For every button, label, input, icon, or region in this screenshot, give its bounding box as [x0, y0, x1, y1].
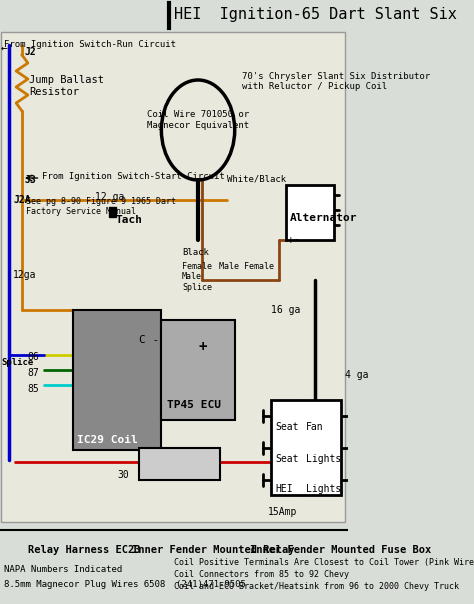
Text: Alternator: Alternator [290, 213, 357, 223]
Text: J2A: J2A [13, 195, 31, 205]
Text: White/Black: White/Black [228, 175, 286, 184]
Text: J2: J2 [24, 47, 36, 57]
Text: Inner Fender Mounted Relay: Inner Fender Mounted Relay [132, 545, 295, 555]
Text: Jump Ballast
Resistor: Jump Ballast Resistor [29, 75, 104, 97]
Text: 86: 86 [28, 352, 40, 362]
Text: 15Amp: 15Amp [268, 507, 297, 517]
Text: +−: +− [288, 235, 299, 245]
FancyBboxPatch shape [73, 310, 161, 450]
Text: Lights: Lights [306, 454, 341, 464]
FancyBboxPatch shape [139, 448, 220, 480]
Text: Tach: Tach [116, 215, 143, 225]
Text: J3: J3 [24, 175, 36, 185]
Text: Lights: Lights [306, 484, 341, 494]
Text: Inner Fender Mounted Fuse Box: Inner Fender Mounted Fuse Box [250, 545, 431, 555]
Text: C -: C - [139, 335, 160, 345]
Text: See pg 8-90 Figure 9 1965 Dart
Factory Service Manual: See pg 8-90 Figure 9 1965 Dart Factory S… [26, 197, 176, 216]
Text: 12ga: 12ga [13, 270, 36, 280]
Text: Coil Positive Terminals Are Closest to Coil Tower (Pink Wires): Coil Positive Terminals Are Closest to C… [174, 558, 474, 567]
FancyBboxPatch shape [272, 400, 341, 495]
Text: Fan: Fan [306, 422, 323, 432]
Text: Coil and ECU Bracket/Heatsink from 96 to 2000 Chevy Truck: Coil and ECU Bracket/Heatsink from 96 to… [174, 582, 459, 591]
Text: 4 ga: 4 ga [345, 370, 368, 380]
Text: 12 ga: 12 ga [95, 192, 125, 202]
Text: 87: 87 [28, 368, 40, 378]
Text: HEI  Ignition-65 Dart Slant Six: HEI Ignition-65 Dart Slant Six [174, 7, 457, 22]
FancyBboxPatch shape [161, 320, 235, 420]
Text: Black: Black [182, 248, 209, 257]
Text: Coil Wire 701050 or
Magnecor Equivalent: Coil Wire 701050 or Magnecor Equivalent [147, 111, 249, 130]
FancyBboxPatch shape [109, 207, 116, 217]
FancyBboxPatch shape [1, 32, 345, 522]
Text: IC29 Coil: IC29 Coil [77, 435, 138, 445]
Text: Splice: Splice [1, 358, 34, 367]
Text: From Ignition Switch-Start Circuit: From Ignition Switch-Start Circuit [42, 172, 225, 181]
Text: HEI: HEI [275, 484, 292, 494]
Text: +: + [198, 340, 206, 354]
Text: Female
Male
Splice: Female Male Splice [182, 262, 212, 292]
Text: Relay Harness EC23: Relay Harness EC23 [28, 545, 140, 555]
Text: 16 ga: 16 ga [272, 305, 301, 315]
Text: Coil Connectors from 85 to 92 Chevy: Coil Connectors from 85 to 92 Chevy [174, 570, 349, 579]
Text: AR294 Relay: AR294 Relay [145, 470, 219, 480]
Text: 85: 85 [28, 384, 40, 394]
Text: NAPA Numbers Indicated: NAPA Numbers Indicated [4, 565, 122, 574]
Text: From Ignition Switch-Run Circuit: From Ignition Switch-Run Circuit [4, 40, 176, 49]
Text: 8.5mm Magnecor Plug Wires 6508  (241)471-9505: 8.5mm Magnecor Plug Wires 6508 (241)471-… [4, 580, 246, 589]
Text: 30: 30 [118, 470, 129, 480]
Text: TP45 ECU: TP45 ECU [167, 400, 221, 410]
FancyBboxPatch shape [286, 185, 334, 240]
Text: 70's Chrysler Slant Six Distributor
with Reluctor / Pickup Coil: 70's Chrysler Slant Six Distributor with… [242, 72, 430, 91]
Text: ←: ← [1, 44, 8, 54]
Text: Male Female: Male Female [219, 262, 273, 271]
Text: Seat: Seat [275, 454, 299, 464]
Text: Seat: Seat [275, 422, 299, 432]
